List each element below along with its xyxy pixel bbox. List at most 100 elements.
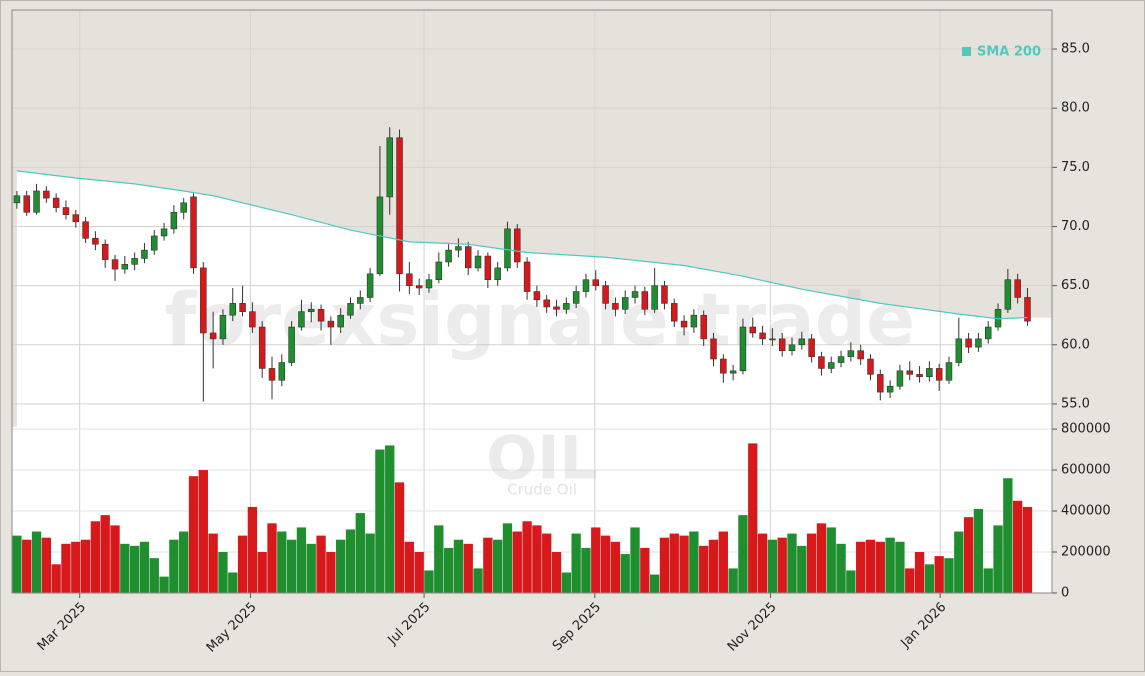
volume-bar (728, 568, 738, 593)
volume-bar (120, 543, 130, 593)
volume-bar (669, 533, 679, 593)
candle-body (101, 243, 109, 260)
volume-bar (816, 523, 827, 593)
volume-bar (542, 533, 552, 593)
y-tick-label: 70.0 (1061, 219, 1090, 234)
volume-bar (748, 443, 758, 593)
volume-bar (885, 537, 895, 593)
volume-bar (551, 552, 562, 593)
candle-body (720, 358, 727, 374)
symbol-watermark: OIL (486, 424, 598, 494)
candle-body (553, 306, 560, 310)
candle-body (896, 370, 904, 387)
candle-body (867, 358, 874, 375)
candle-body (710, 338, 717, 360)
volume-bar (247, 506, 258, 593)
volume-bar (257, 552, 267, 593)
y-tick-label: 85.0 (1061, 42, 1090, 57)
volume-bar (188, 476, 199, 593)
volume-bar (12, 535, 22, 593)
volume-bar (836, 543, 846, 593)
volume-bar (954, 531, 964, 593)
y-tick-label: 60.0 (1061, 337, 1090, 352)
volume-bar (875, 541, 885, 593)
volume-bar (326, 552, 336, 593)
candle-body (798, 338, 806, 346)
volume-bar (286, 539, 297, 593)
volume-bar (689, 531, 699, 593)
volume-bar (434, 525, 444, 593)
volume-bar (443, 547, 454, 593)
volume-bar (846, 570, 856, 593)
volume-bar (169, 539, 179, 593)
candle-body (268, 368, 276, 381)
candle-body (965, 338, 972, 348)
volume-bar (699, 545, 709, 593)
candle-body (602, 285, 609, 304)
candle-body (33, 190, 40, 213)
candle-body (170, 211, 178, 230)
volume-bar (208, 533, 218, 593)
volume-bar (90, 521, 101, 593)
volume-bar (905, 568, 915, 593)
candle-body (160, 228, 168, 237)
candle-body (13, 195, 21, 204)
volume-bar (600, 535, 611, 593)
candle-body (72, 214, 80, 223)
candle-body (729, 370, 737, 374)
y-tick-label: 400000 (1061, 504, 1111, 519)
volume-bar (404, 541, 415, 593)
volume-bar (355, 513, 365, 593)
candle-body (680, 320, 688, 328)
candle-body (425, 279, 433, 289)
volume-bar (934, 556, 944, 593)
candle-body (151, 235, 158, 251)
volume-bar (237, 535, 248, 593)
candle-body (357, 297, 364, 304)
volume-bar (630, 527, 640, 593)
volume-bar (385, 445, 395, 593)
candle-body (837, 356, 845, 363)
candle-body (759, 332, 766, 340)
candle-body (406, 273, 413, 286)
volume-bar (914, 552, 925, 593)
volume-bar (856, 541, 866, 593)
volume-bar (267, 523, 277, 593)
candle-body (877, 374, 884, 393)
volume-bar (944, 558, 954, 593)
volume-bar (218, 552, 228, 593)
volume-bar (797, 545, 807, 593)
volume-bar (336, 539, 346, 593)
volume-bar (777, 537, 787, 593)
candle-body (180, 202, 187, 213)
candle-body (209, 332, 217, 340)
volume-bar (100, 515, 110, 593)
volume-bar (306, 543, 316, 593)
candle-body (82, 221, 89, 239)
watermark: forexsignale.trade (165, 278, 915, 362)
volume-bar (591, 527, 601, 593)
candle-body (347, 303, 354, 316)
candle-body (278, 362, 286, 381)
candle-body (886, 385, 894, 393)
y-tick-label: 75.0 (1061, 160, 1090, 175)
volume-bar (561, 572, 571, 593)
candle-body (43, 190, 50, 199)
legend-swatch (962, 47, 971, 56)
candle-body (288, 326, 295, 363)
volume-bar (983, 568, 993, 593)
volume-bar (512, 531, 522, 593)
volume-bar (924, 564, 935, 593)
volume-bar (149, 558, 159, 593)
candle-body (984, 326, 992, 340)
candle-body (239, 303, 246, 312)
candle-body (690, 314, 698, 328)
candle-body (955, 338, 963, 363)
volume-bar (31, 531, 42, 593)
volume-bar (502, 523, 513, 593)
candle-body (612, 303, 619, 310)
candle-body (219, 314, 227, 340)
candle-body (1024, 297, 1031, 322)
candle-body (582, 279, 590, 292)
candle-body (916, 374, 923, 378)
